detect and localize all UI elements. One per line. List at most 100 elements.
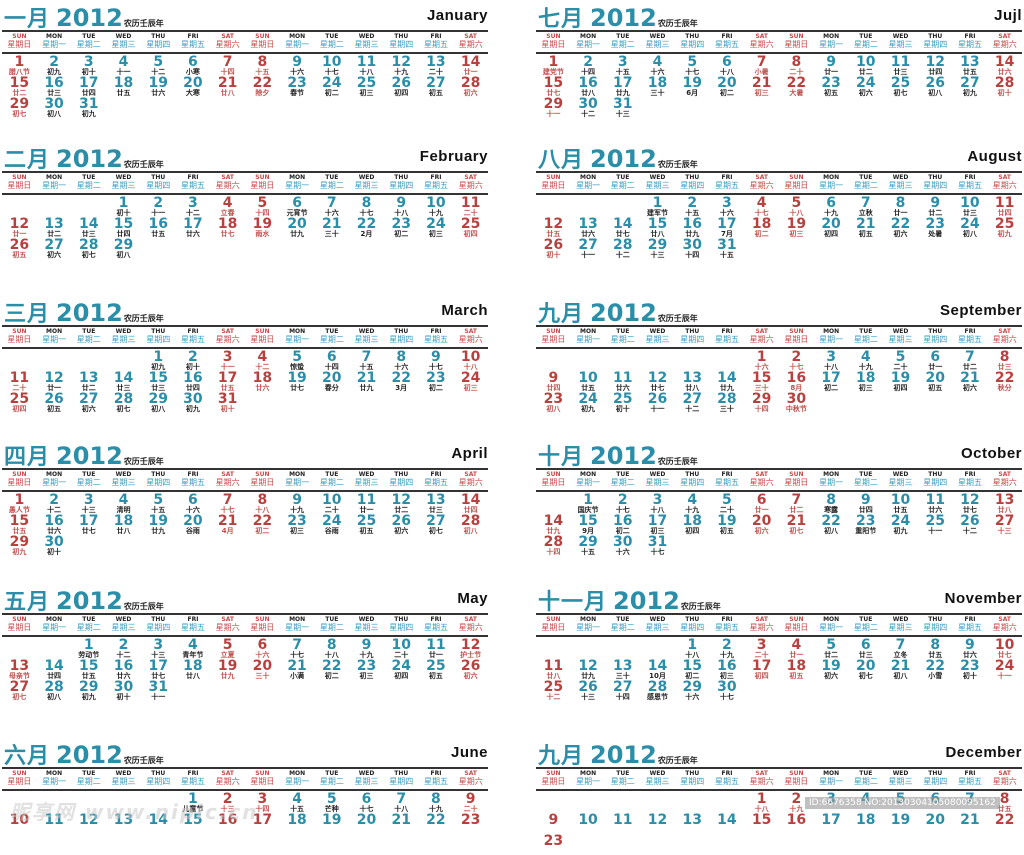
day-cell[interactable]: 8 十六 [384,350,419,371]
day-cell[interactable]: 17 廿九 [605,76,640,97]
day-cell[interactable]: 12 廿七 [640,371,675,392]
day-cell[interactable]: 4 立春 [210,196,245,217]
day-cell[interactable]: 24 初四 [384,659,419,680]
day-cell[interactable]: 9 二十 [453,792,488,813]
day-cell[interactable]: 30 中秋节 [779,392,814,413]
day-cell[interactable]: 16 廿四 [176,371,211,392]
day-cell[interactable]: 22 [987,813,1022,834]
day-cell[interactable]: 12 廿七 [953,493,988,514]
day-cell[interactable]: 7 十七 [280,638,315,659]
day-cell[interactable]: 21 廿九 [349,371,384,392]
day-cell[interactable]: 4 十七 [744,196,779,217]
day-cell[interactable]: 28 十四 [536,535,571,556]
day-cell[interactable]: 23 初三 [280,514,315,535]
day-cell[interactable]: 27 十四 [605,680,640,701]
day-cell[interactable]: 18 廿五 [106,76,141,97]
day-cell[interactable]: 26 初八 [918,76,953,97]
day-cell[interactable]: 11 廿一 [419,638,454,659]
day-cell[interactable]: 29 初八 [106,238,141,259]
day-cell[interactable]: 19 初四 [883,371,918,392]
day-cell[interactable]: 29 初九 [2,535,37,556]
day-cell[interactable]: 11 廿四 [987,196,1022,217]
day-cell[interactable]: 4 青年节 [176,638,211,659]
day-cell[interactable]: 1 建党节 [536,55,571,76]
day-cell[interactable]: 26 初五 [37,392,72,413]
day-cell[interactable]: 23 春节 [280,76,315,97]
day-cell[interactable]: 20 廿九 [280,217,315,238]
day-cell[interactable]: 14 [710,813,745,834]
day-cell[interactable]: 12 廿一 [37,371,72,392]
day-cell[interactable]: 9 十六 [280,55,315,76]
day-cell[interactable]: 3 十五 [605,55,640,76]
day-cell[interactable]: 19 初五 [710,514,745,535]
day-cell[interactable]: 23 处暑 [918,217,953,238]
day-cell[interactable]: 2 十四 [571,55,606,76]
day-cell[interactable]: 1 建军节 [640,196,675,217]
day-cell[interactable]: 19 廿九 [141,514,176,535]
day-cell[interactable]: 28 感恩节 [640,680,675,701]
day-cell[interactable]: 30 初十 [106,680,141,701]
day-cell[interactable]: 14 廿四 [37,659,72,680]
day-cell[interactable]: 17 廿四 [71,76,106,97]
day-cell[interactable]: 21 初六 [953,371,988,392]
day-cell[interactable]: 13 廿六 [571,217,606,238]
day-cell[interactable]: 17 廿七 [141,659,176,680]
day-cell[interactable]: 2 十九 [779,792,814,813]
day-cell[interactable]: 7 立冬 [883,638,918,659]
day-cell[interactable]: 12 [640,813,675,834]
day-cell[interactable]: 23 初三 [349,659,384,680]
day-cell[interactable]: 9 廿六 [953,638,988,659]
day-cell[interactable]: 11 廿六 [605,371,640,392]
day-cell[interactable]: 8 十八 [245,493,280,514]
day-cell[interactable]: 8 二十 [779,55,814,76]
day-cell[interactable]: 14 廿三 [106,371,141,392]
day-cell[interactable]: 11 二十 [2,371,37,392]
day-cell[interactable]: 29 初七 [2,97,37,118]
day-cell[interactable]: 21 初八 [883,659,918,680]
day-cell[interactable]: 15 廿七 [536,76,571,97]
day-cell[interactable]: 20 初七 [848,659,883,680]
day-cell[interactable]: 8 十七 [349,196,384,217]
day-cell[interactable]: 15 廿二 [2,76,37,97]
day-cell[interactable]: 23 重阳节 [848,514,883,535]
day-cell[interactable]: 19 廿七 [280,371,315,392]
day-cell[interactable]: 14 廿三 [71,217,106,238]
day-cell[interactable]: 14 廿九 [710,371,745,392]
day-cell[interactable]: 12 十九 [384,55,419,76]
day-cell[interactable]: 1 十八 [744,792,779,813]
day-cell[interactable]: 22 初八 [814,514,849,535]
day-cell[interactable]: 2 十二 [106,638,141,659]
day-cell[interactable]: 16 廿三 [37,76,72,97]
day-cell[interactable]: 17 初二 [814,371,849,392]
day-cell[interactable]: 10 十九 [419,196,454,217]
day-cell[interactable]: 3 十一 [210,350,245,371]
day-cell[interactable]: 9 廿二 [918,196,953,217]
day-cell[interactable]: 10 十八 [453,350,488,371]
day-cell[interactable]: 18 初三 [848,371,883,392]
day-cell[interactable]: 11 二十 [453,196,488,217]
day-cell[interactable]: 21 廿八 [210,76,245,97]
day-cell[interactable]: 24 十一 [987,659,1022,680]
day-cell[interactable]: 25 初四 [453,217,488,238]
day-cell[interactable]: 9 十九 [349,638,384,659]
day-cell[interactable]: 7 十五 [349,350,384,371]
day-cell[interactable]: 16 廿六 [106,659,141,680]
day-cell[interactable]: 2 十七 [779,350,814,371]
day-cell[interactable]: 24 初三 [419,217,454,238]
day-cell[interactable]: 16 初二 [605,514,640,535]
day-cell[interactable]: 7 小暑 [744,55,779,76]
day-cell[interactable]: 29 十三 [640,238,675,259]
day-cell[interactable]: 5 十四 [245,196,280,217]
day-cell[interactable]: 17 [814,813,849,834]
day-cell[interactable]: 28 初七 [71,238,106,259]
day-cell[interactable]: 7 十七 [210,493,245,514]
day-cell[interactable]: 6 小寒 [176,55,211,76]
day-cell[interactable]: 1 儿童节 [176,792,211,813]
day-cell[interactable]: 18 初五 [779,659,814,680]
day-cell[interactable]: 31 十三 [605,97,640,118]
day-cell[interactable]: 28 初六 [453,76,488,97]
day-cell[interactable]: 10 [571,813,606,834]
day-cell[interactable]: 10 廿五 [571,371,606,392]
day-cell[interactable]: 26 初五 [2,238,37,259]
day-cell[interactable]: 25 初七 [883,76,918,97]
